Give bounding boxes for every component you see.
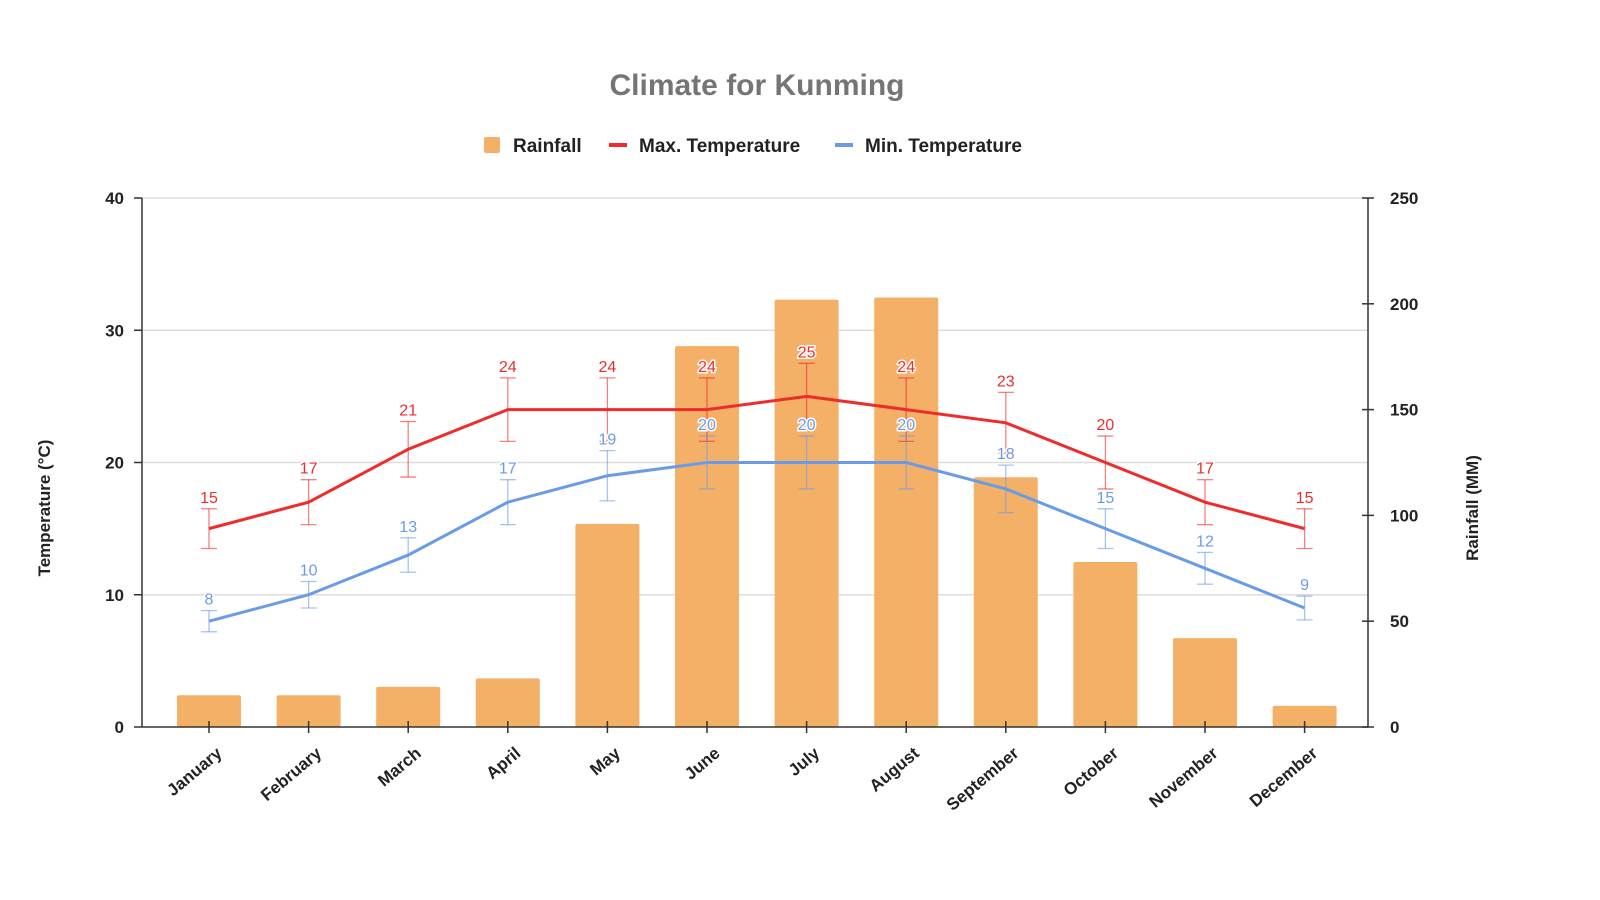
y-tick-label: 10 [105,586,124,605]
bar-may [575,523,640,727]
line-path [208,394,1305,531]
bar-april [475,678,540,727]
x-tick-label: April [482,744,524,783]
bar-january [177,695,241,727]
y2-tick-label: 0 [1390,718,1399,737]
x-tick-label: March [374,744,425,791]
bar-december [1272,705,1337,727]
legend-item: Rainfall [484,136,582,157]
data-label: 10 [300,563,318,580]
data-label: 24 [599,359,617,376]
series-min-temperature: 8 10 13 17 19 20 20 20 18 15 12 9 [201,416,1313,633]
legend-label: Max. Temperature [639,136,800,157]
y2-tick-label: 200 [1390,295,1418,314]
y2-tick-label: 50 [1390,612,1409,631]
y-tick-label: 40 [105,189,124,208]
data-label: 17 [300,461,318,478]
legend: Rainfall Max. Temperature Min. Temperature [484,136,1022,157]
data-label: 15 [200,490,218,507]
data-label: 24 [897,359,915,376]
data-label: 13 [399,519,417,536]
y-axis-label: Temperature (°C) [35,440,54,577]
data-label: 15 [1097,490,1115,507]
bar-march [376,686,441,727]
bar-february [276,695,341,727]
legend-item: Min. Temperature [835,136,1022,157]
y-tick-label: 20 [105,454,124,473]
x-tick-label: February [257,743,325,805]
y2-axis-label: Rainfall (MM) [1463,455,1482,561]
legend-swatch [835,143,853,147]
data-label: 18 [997,446,1015,463]
y-tick-label: 30 [105,321,124,340]
data-label: 8 [205,592,214,609]
data-label: 24 [499,359,517,376]
data-label: 20 [798,417,816,434]
bar-july [774,299,839,727]
data-label: 24 [698,359,716,376]
bar-october [1073,561,1138,727]
y2-tick-label: 250 [1390,189,1418,208]
data-label: 17 [499,461,517,478]
y2-tick-label: 100 [1390,506,1418,525]
x-tick-label: August [866,743,923,795]
x-tick-label: October [1060,743,1122,800]
x-tick-label: January [163,743,226,800]
bar-august [874,297,939,727]
data-label: 23 [997,373,1015,390]
data-label: 20 [897,417,915,434]
bar-june [675,346,739,727]
series-max-temperature: 15 17 21 24 24 24 25 24 23 20 17 15 [199,343,1315,550]
legend-label: Rainfall [513,136,582,157]
x-tick-label: June [681,744,724,784]
x-tick-label: September [943,743,1023,814]
data-label: 20 [1097,417,1115,434]
legend-swatch [484,137,500,153]
data-label: 20 [698,417,716,434]
legend-label: Min. Temperature [865,136,1022,157]
chart-title: Climate for Kunming [609,69,904,102]
x-tick-label: July [785,743,824,780]
rainfall-bars [177,297,1337,727]
bar-november [1173,638,1237,727]
legend-swatch [609,143,627,147]
data-label: 25 [798,344,816,361]
data-label: 19 [599,432,617,449]
line-path [208,461,1306,623]
y2-tick-label: 150 [1390,401,1418,420]
x-tick-label: December [1246,743,1321,811]
x-tick-label: November [1146,743,1222,811]
bar-september [973,477,1038,727]
data-label: 17 [1196,461,1214,478]
gridlines [142,197,1368,596]
data-label: 9 [1300,577,1309,594]
data-label: 21 [399,403,417,420]
data-label: 12 [1196,533,1214,550]
legend-item: Max. Temperature [609,136,800,157]
x-tick-label: May [586,743,624,779]
data-label: 15 [1296,490,1314,507]
y-tick-label: 0 [115,718,124,737]
